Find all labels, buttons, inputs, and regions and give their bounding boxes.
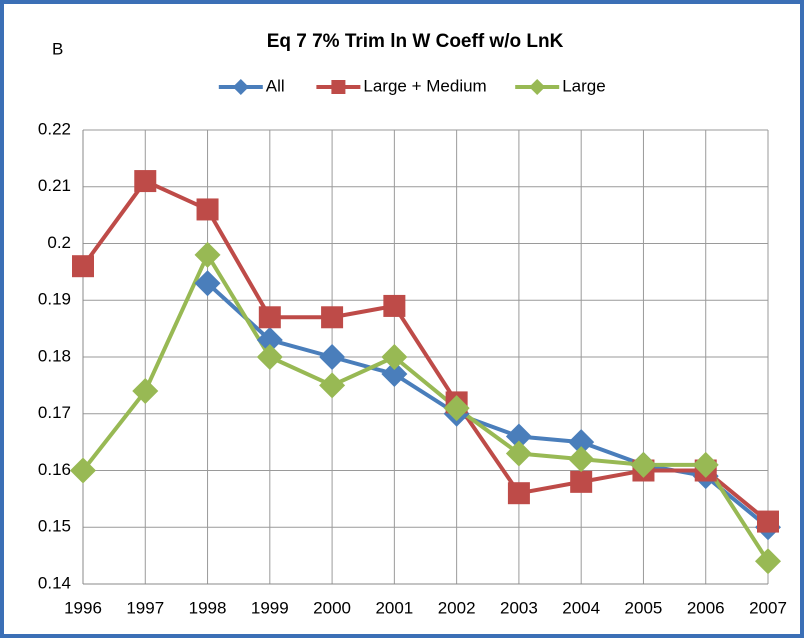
marker [755, 548, 781, 575]
marker [258, 306, 281, 329]
marker [507, 482, 530, 505]
marker [692, 451, 719, 478]
y-tick-label: 0.17 [38, 403, 71, 422]
x-tick-label: 2001 [375, 598, 413, 617]
panel-label: B [52, 39, 63, 58]
marker [319, 372, 346, 399]
marker [256, 326, 283, 353]
marker [132, 378, 159, 405]
marker [443, 395, 470, 422]
x-tick-label: 1996 [64, 598, 102, 617]
marker [383, 294, 406, 317]
marker [134, 170, 157, 193]
x-tick-label: 2000 [313, 598, 351, 617]
chart-title: Eq 7 7% Trim ln W Coeff w/o LnK [267, 31, 564, 52]
legend-label: Large + Medium [363, 76, 486, 95]
marker [194, 270, 221, 297]
x-tick-label: 1998 [189, 598, 227, 617]
marker [194, 241, 221, 268]
marker [381, 344, 408, 370]
marker [505, 440, 532, 467]
legend-marker [232, 79, 249, 95]
y-tick-label: 0.14 [38, 573, 71, 592]
x-tick-label: 1997 [126, 598, 164, 617]
x-tick-label: 2007 [749, 598, 787, 617]
y-tick-label: 0.18 [38, 346, 71, 365]
x-tick-label: 2006 [687, 598, 725, 617]
y-tick-label: 0.21 [38, 176, 71, 195]
marker [568, 446, 595, 473]
marker [570, 470, 593, 493]
legend-label: All [266, 76, 285, 95]
y-tick-label: 0.16 [38, 460, 71, 479]
marker [568, 429, 595, 456]
marker [381, 361, 408, 388]
x-tick-label: 1999 [251, 598, 289, 617]
y-tick-label: 0.2 [47, 233, 71, 252]
legend-label: Large [562, 76, 605, 95]
marker [757, 510, 779, 533]
marker [319, 344, 346, 370]
legend-marker [331, 80, 346, 94]
y-tick-label: 0.15 [38, 517, 71, 536]
marker [505, 423, 532, 450]
marker [196, 198, 219, 221]
x-tick-label: 2002 [438, 598, 476, 617]
x-tick-label: 2004 [562, 598, 600, 617]
x-tick-label: 2005 [625, 598, 663, 617]
legend-marker [529, 79, 546, 95]
x-tick-label: 2003 [500, 598, 538, 617]
marker [70, 457, 96, 484]
marker [630, 451, 657, 478]
marker [321, 306, 344, 329]
y-tick-label: 0.22 [38, 119, 71, 138]
marker [256, 344, 283, 370]
marker [72, 255, 94, 278]
y-tick-label: 0.19 [38, 290, 71, 309]
